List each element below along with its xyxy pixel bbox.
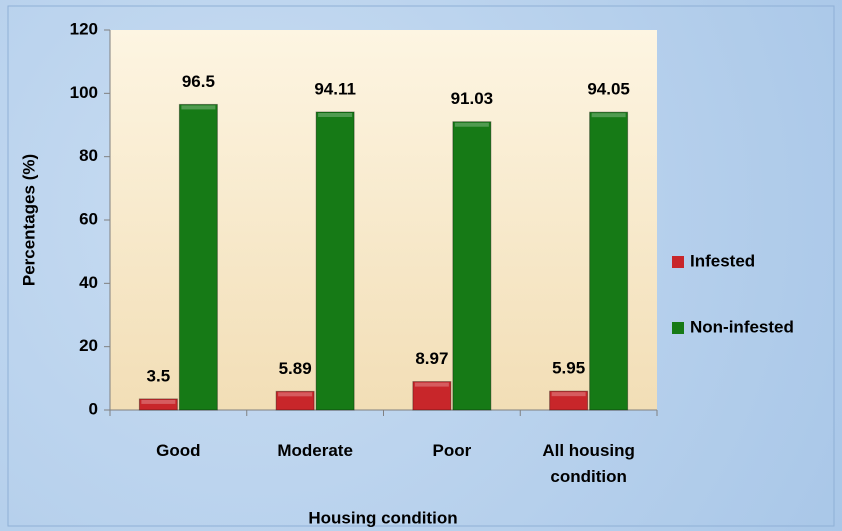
data-label: 5.95: [552, 359, 585, 378]
bar-top: [318, 112, 353, 117]
x-tick-label: Poor: [432, 441, 472, 460]
bar: [315, 111, 355, 411]
bar: [275, 390, 315, 411]
bar: [589, 111, 629, 411]
data-label: 94.11: [314, 79, 356, 98]
bar: [412, 381, 452, 411]
data-label: 96.5: [182, 72, 215, 91]
data-label: 5.89: [279, 359, 312, 378]
y-tick-label: 100: [70, 83, 98, 102]
bar: [549, 390, 589, 411]
legend-swatch: [672, 256, 684, 268]
bar: [178, 103, 218, 411]
legend-swatch: [672, 322, 684, 334]
frame: [7, 5, 835, 527]
x-tick-label: All housing condition: [542, 441, 635, 486]
y-tick-label: 20: [79, 336, 98, 355]
legend-label: Non-infested: [690, 317, 794, 336]
data-label: 8.97: [415, 349, 448, 368]
bar-top: [454, 122, 489, 127]
bar-top: [141, 399, 176, 404]
bar: [138, 398, 178, 411]
bar-top: [414, 382, 449, 387]
y-tick-label: 40: [79, 273, 98, 292]
data-label: 94.05: [587, 80, 630, 99]
bar: [452, 121, 492, 411]
y-axis-title: Percentages (%): [19, 154, 38, 286]
bar-top: [551, 392, 586, 397]
bar-top: [278, 392, 313, 397]
y-tick-label: 80: [79, 146, 98, 165]
data-label: 91.03: [451, 89, 494, 108]
bar-top: [181, 105, 216, 110]
x-axis-title: Housing condition: [308, 508, 457, 527]
x-tick-label: Moderate: [277, 441, 353, 460]
y-tick-label: 120: [70, 19, 98, 38]
data-label: 3.5: [147, 366, 171, 385]
legend-label: Infested: [690, 251, 755, 270]
y-tick-label: 60: [79, 209, 98, 228]
y-tick-label: 0: [89, 399, 98, 418]
x-tick-label: Good: [156, 441, 201, 460]
bar-top: [591, 113, 626, 118]
